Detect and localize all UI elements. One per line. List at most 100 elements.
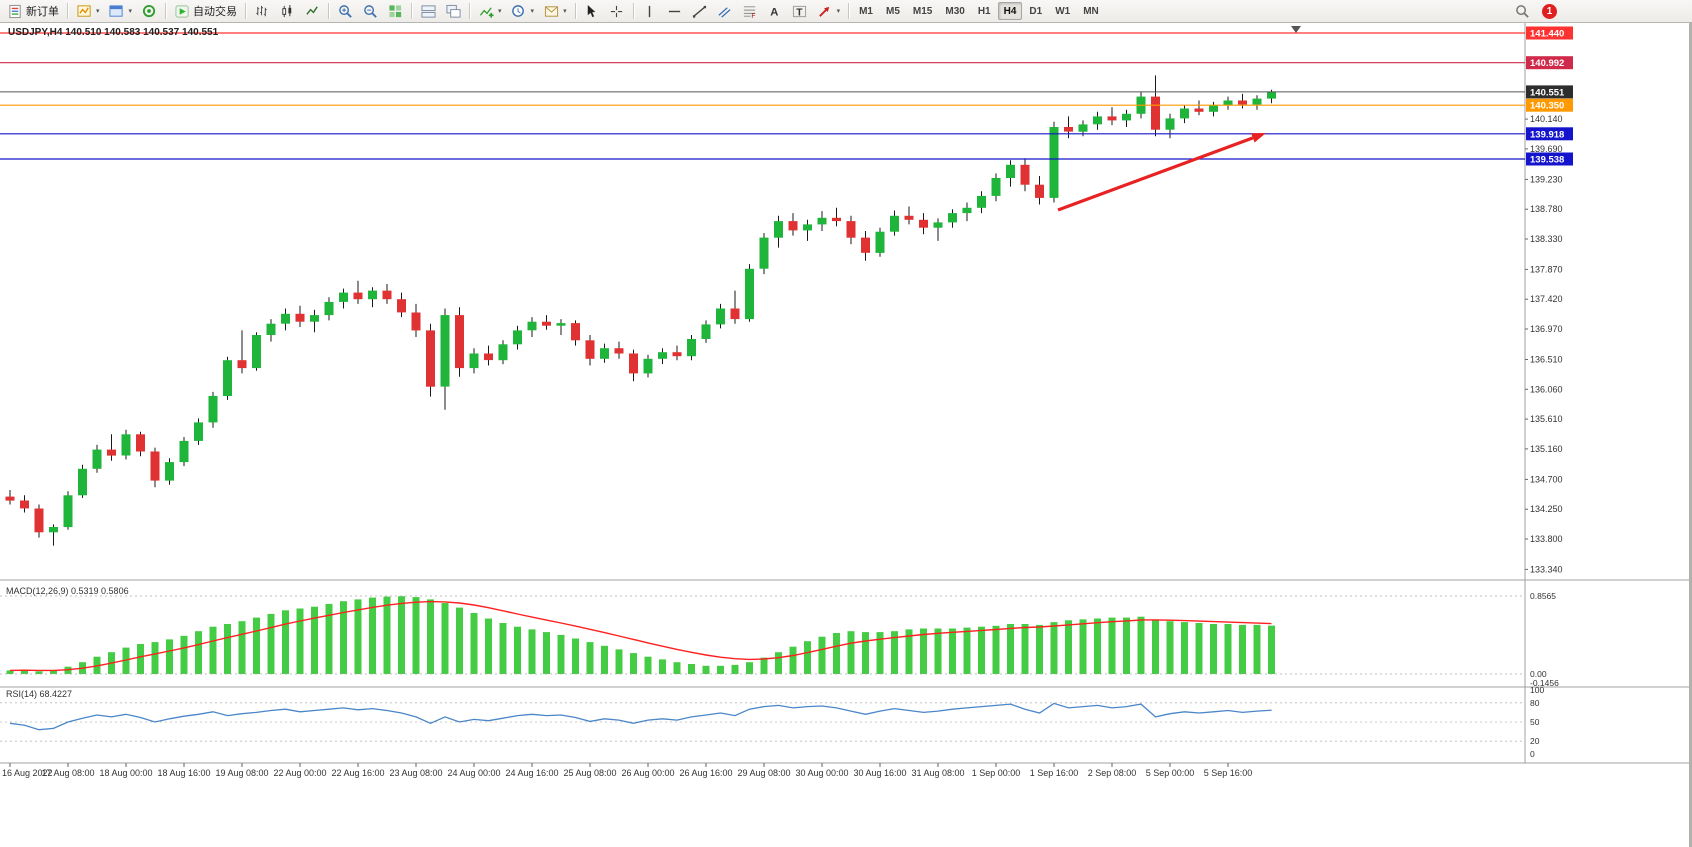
price-tick-label: 136.970: [1530, 324, 1563, 334]
timeframe-h1[interactable]: H1: [972, 2, 997, 20]
time-axis-label: 24 Aug 00:00: [447, 768, 500, 778]
zoom-out-button[interactable]: [358, 1, 382, 21]
zoom-in-button[interactable]: [333, 1, 357, 21]
fibonacci-tool-button[interactable]: F: [738, 1, 762, 21]
rsi-scale-label: 20: [1530, 736, 1540, 746]
new-order-button[interactable]: 新订单: [3, 1, 63, 21]
svg-text:A: A: [770, 6, 778, 18]
price-tick-label: 137.420: [1530, 294, 1563, 304]
timeframe-d1[interactable]: D1: [1023, 2, 1048, 20]
templates-button[interactable]: ▾: [539, 1, 571, 21]
price-tag: [1526, 152, 1573, 166]
timeframe-mn[interactable]: MN: [1077, 2, 1105, 20]
timeframe-w1[interactable]: W1: [1049, 2, 1076, 20]
toolbar-separator: [245, 3, 247, 19]
trendline-icon: [692, 3, 708, 19]
notification-badge[interactable]: 1: [1542, 3, 1557, 19]
text-tool-icon: A: [767, 3, 783, 19]
price-tag-label: 139.918: [1530, 129, 1564, 140]
time-axis-label: 16 Aug 2022: [2, 768, 53, 778]
price-tick-label: 135.610: [1530, 414, 1563, 424]
toolbar-separator: [328, 3, 330, 19]
time-axis-label: 29 Aug 08:00: [737, 768, 790, 778]
horizontal-line-tool-button[interactable]: [663, 1, 687, 21]
timeframe-m15[interactable]: M15: [907, 2, 938, 20]
price-tick-label: 133.800: [1530, 534, 1563, 544]
auto-trading-icon: [174, 3, 190, 19]
periods-button[interactable]: ▾: [507, 1, 539, 21]
trend-arrow[interactable]: [1057, 136, 1254, 212]
candlestick-series: [5, 75, 1276, 546]
crosshair-button[interactable]: [605, 1, 629, 21]
chart-shift-marker[interactable]: [1291, 26, 1301, 33]
trend-arrow-head: [1251, 133, 1266, 143]
macd-scale-min: -0.1456: [1530, 678, 1559, 688]
fibonacci-icon: F: [742, 3, 758, 19]
timeframe-m5[interactable]: M5: [880, 2, 906, 20]
shapes-arrows-button[interactable]: ▾: [813, 1, 845, 21]
svg-text:T: T: [796, 7, 803, 18]
price-tick-label: 138.780: [1530, 204, 1563, 214]
rsi-scale-label: 0: [1530, 749, 1535, 759]
tile-windows-icon: [387, 3, 403, 19]
time-axis-label: 5 Sep 16:00: [1204, 768, 1253, 778]
new-chart-icon: [76, 3, 92, 19]
indicators-button[interactable]: ▾: [474, 1, 506, 21]
indicators-icon: [478, 3, 494, 19]
symbol-ohlc-info: USDJPY,H4 140.510 140.583 140.537 140.55…: [8, 27, 219, 38]
line-chart-icon: [304, 3, 320, 19]
auto-trading-button[interactable]: 自动交易: [170, 1, 241, 21]
timeframe-m1[interactable]: M1: [853, 2, 879, 20]
search-button[interactable]: [1510, 1, 1534, 21]
time-axis-label: 30 Aug 00:00: [795, 768, 848, 778]
time-axis-label: 30 Aug 16:00: [853, 768, 906, 778]
vertical-line-icon: [642, 3, 658, 19]
price-tag: [1526, 85, 1573, 99]
label-tool-button[interactable]: T: [788, 1, 812, 21]
label-tool-icon: T: [792, 3, 808, 19]
bar-chart-button[interactable]: [250, 1, 274, 21]
macd-scale-max: 0.8565: [1530, 591, 1556, 601]
cascade-windows-button[interactable]: [441, 1, 465, 21]
channel-icon: [717, 3, 733, 19]
timeframe-h4[interactable]: H4: [997, 2, 1023, 20]
time-axis-label: 2 Sep 08:00: [1088, 768, 1137, 778]
cursor-icon: [584, 3, 600, 19]
time-axis-label: 19 Aug 08:00: [215, 768, 268, 778]
dropdown-caret: ▾: [563, 8, 567, 15]
toolbar-separator: [411, 3, 413, 19]
time-axis-label: 1 Sep 00:00: [972, 768, 1021, 778]
text-tool-button[interactable]: A: [763, 1, 787, 21]
macd-indicator-label: MACD(12,26,9) 0.5319 0.5806: [6, 586, 129, 596]
toolbar-separator: [165, 3, 167, 19]
svg-text:F: F: [751, 13, 755, 19]
line-chart-button[interactable]: [300, 1, 324, 21]
tile-windows-button[interactable]: [383, 1, 407, 21]
channel-tool-button[interactable]: [713, 1, 737, 21]
time-axis-label: 25 Aug 08:00: [563, 768, 616, 778]
price-tag: [1526, 26, 1573, 40]
toolbar-separator: [632, 3, 634, 19]
clock-icon: [511, 3, 527, 19]
navigator-button[interactable]: [137, 1, 161, 21]
profiles-icon: [109, 3, 125, 19]
time-axis-label: 1 Sep 16:00: [1030, 768, 1079, 778]
dropdown-caret: ▾: [128, 8, 133, 15]
timeframe-m30[interactable]: M30: [939, 2, 970, 20]
zoom-out-icon: [362, 3, 378, 19]
price-tick-label: 134.250: [1530, 504, 1563, 514]
trendline-tool-button[interactable]: [688, 1, 712, 21]
dropdown-caret: ▾: [498, 8, 502, 15]
new-chart-button[interactable]: ▾: [72, 1, 104, 21]
price-tag: [1526, 56, 1573, 70]
arrange-windows-button[interactable]: [416, 1, 440, 21]
search-icon: [1514, 3, 1530, 19]
price-tag-label: 140.551: [1530, 87, 1565, 98]
price-tick-label: 135.160: [1530, 444, 1563, 454]
cursor-button[interactable]: [580, 1, 604, 21]
profiles-button[interactable]: ▾: [105, 1, 137, 21]
vertical-line-tool-button[interactable]: [638, 1, 662, 21]
candlestick-chart-button[interactable]: [275, 1, 299, 21]
price-tick-label: 136.060: [1530, 384, 1563, 394]
